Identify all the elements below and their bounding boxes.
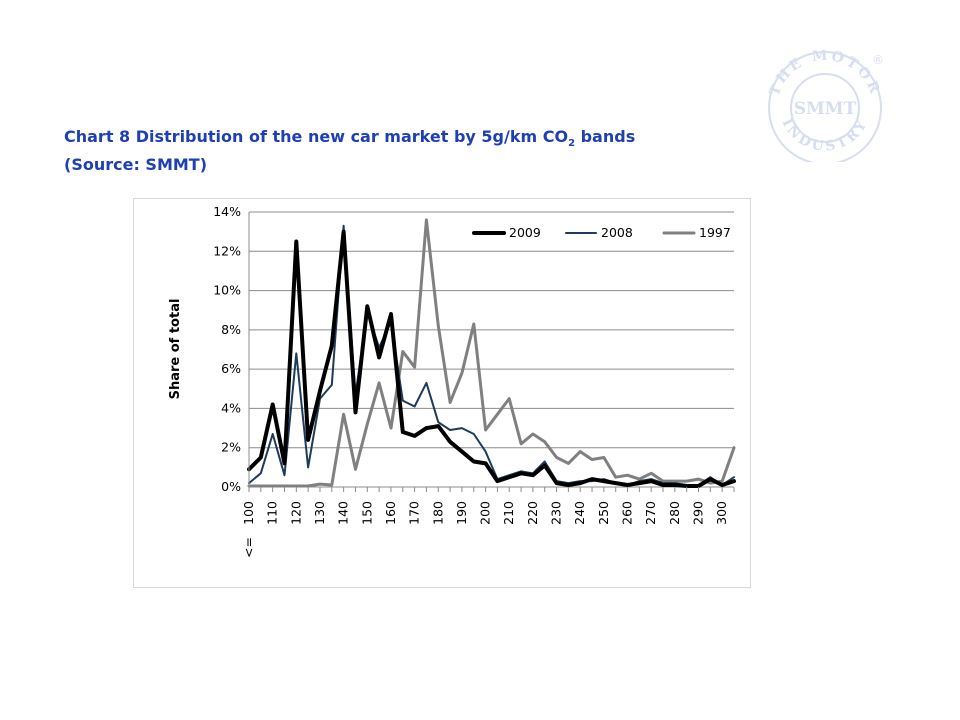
- series-line-2009: [247, 229, 736, 488]
- x-tick-label: 260: [620, 501, 635, 525]
- x-tick-label: 120: [288, 501, 303, 525]
- x-tick-label: 180: [430, 501, 445, 525]
- y-tick-label: 8%: [221, 322, 241, 337]
- chart-title-line1: Chart 8 Distribution of the new car mark…: [64, 126, 764, 154]
- x-tick-label: 280: [667, 501, 682, 525]
- x-tick-label: 240: [572, 501, 587, 525]
- x-tick-label: 300: [714, 501, 729, 525]
- logo-inner-ring: [790, 73, 860, 143]
- legend-label-1997: 1997: [699, 225, 731, 240]
- x-tick-label: 160: [383, 501, 398, 525]
- chart-frame: 0% 2% 4% 6% 8% 10% 12% 14% 100 <= 110 120 130 140 150 1…: [133, 198, 751, 588]
- series-lines: [247, 218, 736, 488]
- chart-source-line: (Source: SMMT): [64, 155, 208, 175]
- series-line-1997: [247, 218, 736, 488]
- y-tick-label: 10%: [213, 283, 241, 298]
- logo-registered-mark: ®: [872, 53, 884, 67]
- axes: 0% 2% 4% 6% 8% 10% 12% 14% 100 <= 110 120 130 140 150 1…: [213, 204, 735, 558]
- x-tick-label: 250: [596, 501, 611, 525]
- y-tick-label: 0%: [221, 479, 241, 494]
- y-tick-label: 6%: [221, 361, 241, 376]
- x-tick-label: 130: [312, 501, 327, 525]
- x-tick-label: 290: [691, 501, 706, 525]
- x-tick-label: 210: [501, 501, 516, 525]
- x-tick-label: 220: [525, 501, 540, 525]
- y-tick-label: 2%: [221, 440, 241, 455]
- x-tick-label: 190: [454, 501, 469, 525]
- x-tick-label: 140: [336, 501, 351, 525]
- x-tick-label: 100: [241, 501, 256, 525]
- y-tick-label: 14%: [213, 204, 241, 219]
- chart-title-text: Chart 8 Distribution of the new car mark…: [64, 127, 569, 146]
- series-line-2008: [248, 224, 735, 486]
- legend: 2009 2008 1997: [472, 225, 731, 240]
- x-tick-label: 230: [549, 501, 564, 525]
- x-tick-label: 170: [407, 501, 422, 525]
- x-tick-label: 110: [265, 501, 280, 525]
- smmt-logo: THE MOTOR INDUSTRY SMMT ®: [767, 50, 884, 162]
- y-tick-label: 4%: [221, 400, 241, 415]
- chart-title-block: Chart 8 Distribution of the new car mark…: [64, 126, 764, 175]
- x-tick-prefix: <=: [241, 537, 256, 558]
- y-tick-label: 12%: [213, 243, 241, 258]
- x-tick-label: 150: [359, 501, 374, 525]
- logo-center-text: SMMT: [794, 99, 857, 119]
- gridlines: [249, 211, 734, 488]
- co2-subscript: 2: [568, 138, 576, 150]
- line-chart: 0% 2% 4% 6% 8% 10% 12% 14% 100 <= 110 120 130 140 150 1…: [168, 204, 736, 558]
- logo-outer-ring: [768, 51, 882, 162]
- x-tick-label: 200: [478, 501, 493, 525]
- logo-ring-text-bottom: INDUSTRY: [778, 116, 871, 155]
- y-axis-label: Share of total: [168, 299, 183, 400]
- legend-label-2008: 2008: [601, 225, 633, 240]
- legend-label-2009: 2009: [509, 225, 541, 240]
- chart-title-text-end: bands: [575, 127, 636, 146]
- x-tick-label: 270: [643, 501, 658, 525]
